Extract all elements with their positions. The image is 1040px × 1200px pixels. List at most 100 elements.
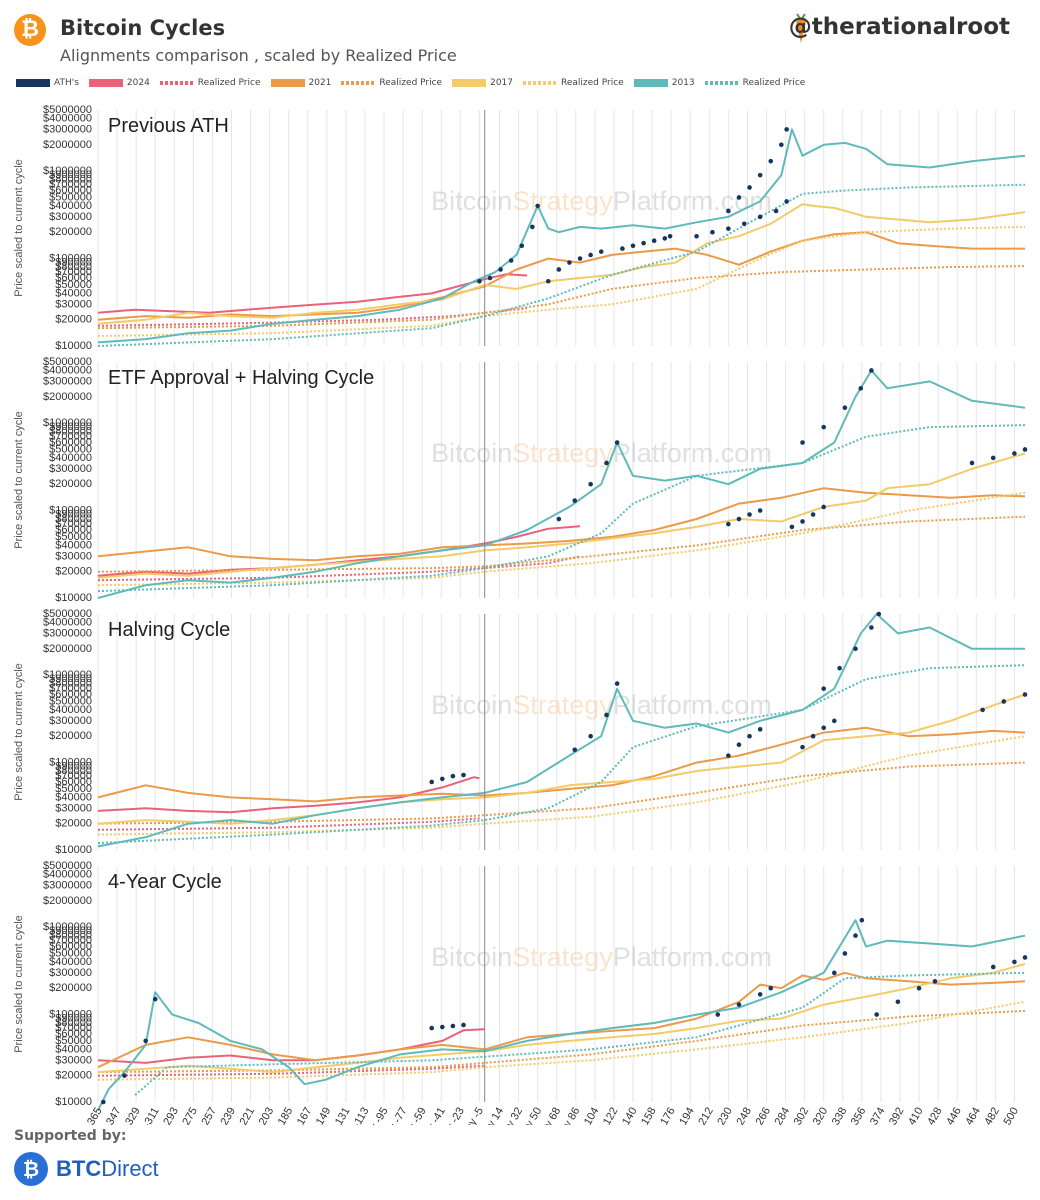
y-tick-label: $500000	[49, 443, 92, 455]
panel-title: ETF Approval + Halving Cycle	[108, 367, 374, 389]
ath-point	[461, 772, 466, 778]
ath-point	[429, 1025, 435, 1031]
ath-point	[710, 229, 715, 235]
ath-point	[779, 142, 784, 148]
ath-point	[853, 646, 858, 652]
series-line	[97, 487, 1026, 562]
y-tick-label: $800000	[49, 426, 92, 438]
y-axis-label: Price scaled to current cycle	[13, 915, 25, 1053]
legend-swatch	[159, 81, 194, 85]
ath-point	[588, 252, 593, 258]
ath-point	[932, 979, 938, 984]
legend-swatch	[704, 81, 739, 85]
y-tick-label: $10000	[55, 340, 92, 352]
ath-point	[789, 524, 795, 530]
ath-point	[1022, 692, 1028, 697]
y-tick-label: $600000	[49, 941, 92, 953]
page-title: Bitcoin Cycles	[60, 16, 226, 40]
y-tick-label: $300000	[49, 967, 92, 979]
y-tick-label: $5000000	[43, 104, 92, 116]
y-tick-label: $200000	[49, 226, 92, 238]
series-line	[97, 231, 1025, 321]
y-tick-label: $20000	[55, 1070, 92, 1082]
y-tick-label: $900000	[49, 421, 92, 433]
y-tick-label: $400000	[49, 704, 92, 716]
series-line	[97, 735, 1026, 836]
ath-point	[143, 1038, 148, 1044]
ath-point	[736, 516, 742, 522]
ath-point	[477, 278, 482, 284]
legend-label: Realized Price	[742, 78, 806, 88]
legend-swatch	[270, 79, 305, 87]
ath-point	[747, 512, 752, 517]
y-tick-label: $50000	[55, 1035, 92, 1047]
legend-label: 2024	[126, 78, 150, 88]
btcdirect-wordmark: BTCDirect	[56, 1156, 159, 1181]
series-line	[97, 971, 1026, 1069]
y-tick-label: $40000	[55, 791, 92, 803]
watermark-part: Strategy	[512, 438, 613, 468]
page-subtitle: Alignments comparison , scaled by Realiz…	[60, 46, 457, 65]
series-line	[97, 525, 581, 577]
legend-item: 2017	[452, 78, 513, 88]
y-tick-label: $5000000	[43, 608, 92, 620]
legend-swatch	[452, 79, 487, 87]
y-tick-label: $300000	[49, 211, 92, 223]
legend-swatch	[633, 79, 668, 87]
y-tick-label: $30000	[55, 802, 92, 814]
ath-point	[450, 773, 456, 779]
ath-point	[980, 707, 985, 713]
ath-point	[614, 681, 620, 686]
ath-point	[784, 199, 789, 204]
ath-point	[726, 753, 731, 758]
ath-point	[604, 460, 609, 466]
y-tick-label: $600000	[49, 437, 92, 449]
y-tick-label: $20000	[55, 818, 92, 830]
y-tick-label: $70000	[55, 1022, 92, 1034]
legend-item: Realized Price	[704, 78, 806, 88]
y-tick-label: $500000	[49, 947, 92, 959]
series-line	[97, 1000, 1026, 1081]
legend-item: Realized Price	[159, 78, 261, 88]
y-tick-label: $5000000	[43, 860, 92, 872]
ath-point	[832, 718, 837, 724]
series-line	[97, 555, 581, 582]
series-line	[134, 971, 1026, 1096]
legend-swatch	[523, 81, 558, 85]
ath-point	[859, 917, 865, 923]
y-tick-label: $300000	[49, 463, 92, 475]
y-axis-label: Price scaled to current cycle	[13, 663, 25, 801]
series-line	[97, 919, 1026, 1111]
ath-point	[853, 933, 858, 938]
legend-swatch	[341, 81, 376, 85]
y-tick-label: $4000000	[43, 364, 92, 376]
ath-point	[821, 725, 827, 731]
ath-point	[429, 779, 435, 785]
y-tick-label: $100000	[49, 1009, 92, 1021]
watermark-part: Bitcoin	[431, 942, 512, 972]
ath-point	[440, 1024, 445, 1030]
y-tick-label: $2000000	[43, 391, 92, 403]
ath-point	[821, 504, 827, 510]
y-tick-label: $300000	[49, 715, 92, 727]
series-line	[97, 273, 528, 314]
series-line	[97, 693, 1026, 825]
y-tick-label: $80000	[55, 513, 92, 525]
ath-point	[869, 368, 874, 373]
ath-point	[1012, 959, 1017, 965]
ath-point	[757, 214, 763, 220]
ath-point	[768, 985, 774, 991]
y-tick-label: $700000	[49, 935, 92, 947]
author-handle: @therationalroot	[788, 14, 1010, 40]
y-tick-label: $200000	[49, 982, 92, 994]
carrot-icon	[796, 13, 806, 43]
watermark-part: Platform.com	[613, 438, 772, 468]
ath-point	[784, 127, 789, 132]
ath-point	[869, 625, 874, 630]
watermark-part: Bitcoin	[431, 186, 512, 216]
header: ₿ Bitcoin Cycles Alignments comparison ,…	[0, 0, 1040, 100]
ath-point	[810, 512, 816, 517]
legend-label: Realized Price	[561, 78, 624, 88]
y-tick-label: $700000	[49, 683, 92, 695]
y-tick-label: $90000	[55, 257, 92, 269]
